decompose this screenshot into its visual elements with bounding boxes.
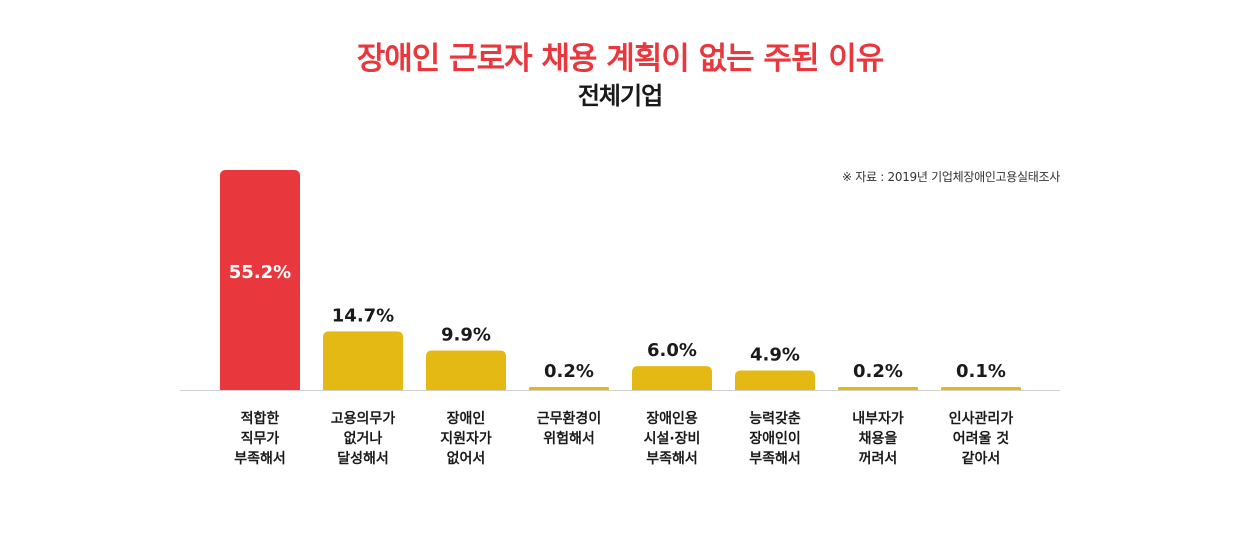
bar-5 [632,366,712,390]
chart-subtitle: 전체기업 [577,82,663,110]
data-label-6: 4.9% [750,344,800,365]
category-label-line: 없거나 [344,431,383,447]
category-label-line: 부족해서 [646,451,698,467]
category-label-line: 위험해서 [543,430,595,447]
data-label-3: 9.9% [441,325,491,346]
category-label-line: 꺼려서 [859,450,898,467]
bar-3 [426,350,506,390]
bar-2 [323,331,403,390]
data-label-1: 55.2% [229,262,291,283]
chart-title: 장애인 근로자 채용 계획이 없는 주된 이유 [356,41,885,77]
source-note: ※ 자료 : 2019년 기업체장애인고용실태조사 [842,170,1060,184]
category-label-line: 부족해서 [749,451,801,467]
data-label-7: 0.2% [853,361,903,382]
category-label-line: 채용을 [859,431,898,447]
category-label-line: 없어서 [447,450,486,467]
category-label-line: 장애인이 [749,430,801,447]
bar-7 [838,387,918,390]
category-label-line: 장애인용 [646,410,698,427]
category-label-line: 장애인 [447,410,486,427]
bar-6 [735,370,815,390]
category-label-line: 시설·장비 [644,430,701,447]
category-label-line: 근무환경이 [537,410,601,427]
data-label-4: 0.2% [544,361,594,382]
category-label-line: 부족해서 [234,451,286,467]
bar-4 [529,387,609,390]
category-label-line: 어려울 것 [953,430,1010,447]
category-label-line: 인사관리가 [949,410,1014,427]
data-label-8: 0.1% [956,361,1006,382]
bar-8 [941,387,1021,390]
category-label-line: 직무가 [241,430,280,447]
category-label-line: 능력갖춘 [749,410,801,427]
data-label-5: 6.0% [647,340,697,361]
category-label-line: 내부자가 [852,411,904,427]
category-label-line: 같아서 [962,450,1001,467]
category-label-line: 지원자가 [440,431,492,447]
category-label-line: 적합한 [241,410,280,427]
bar-1 [220,170,300,390]
category-label-line: 고용의무가 [331,410,396,427]
data-label-2: 14.7% [332,305,394,326]
category-label-line: 달성해서 [337,451,389,467]
